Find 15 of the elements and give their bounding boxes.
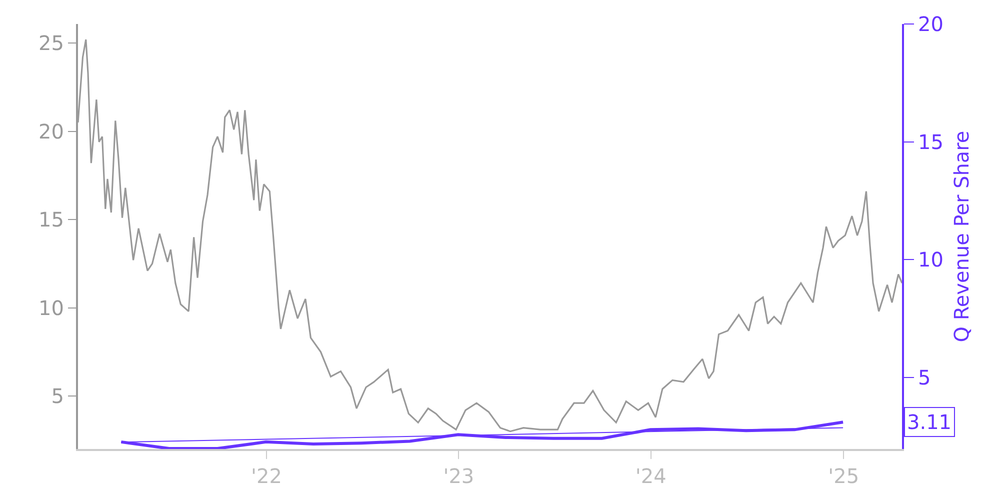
y2-tick-label: 15 — [918, 130, 944, 154]
text: 3.11 — [907, 410, 952, 434]
y2-tick-label: 20 — [918, 12, 944, 36]
y-tick-label: 10 — [38, 296, 64, 320]
y2-tick-label: 5 — [918, 366, 931, 390]
x-tick-label: '24 — [635, 464, 666, 488]
y2-axis-title: Q Revenue Per Share — [949, 130, 974, 342]
y-tick-label: 20 — [38, 119, 64, 144]
x-tick-label: '22 — [251, 464, 282, 488]
x-tick-label: '23 — [443, 464, 474, 488]
x-tick-label: '25 — [828, 464, 860, 488]
y-tick-label: 25 — [38, 31, 64, 56]
y-tick-label: 15 — [38, 208, 64, 232]
y-tick-label: 5 — [51, 384, 64, 408]
y2-tick-label: 10 — [918, 248, 944, 272]
